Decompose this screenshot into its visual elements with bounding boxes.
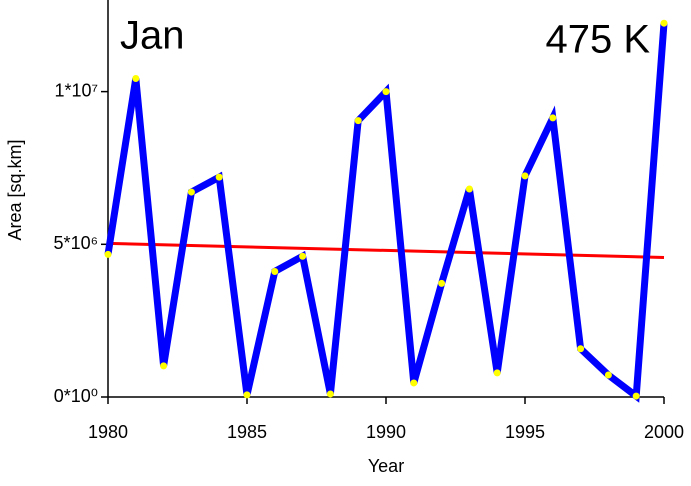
data-point — [410, 379, 418, 387]
x-tick-label: 2000 — [644, 422, 684, 442]
data-point — [215, 173, 223, 181]
series-line — [104, 22, 668, 403]
data-point — [465, 185, 473, 193]
data-point — [660, 19, 668, 27]
x-tick-label: 1990 — [366, 422, 406, 442]
data-point — [187, 188, 195, 196]
data-point — [243, 391, 251, 399]
data-point — [132, 74, 140, 82]
data-point — [604, 371, 612, 379]
data-point — [160, 362, 168, 370]
y-tick-label: 0*10⁰ — [54, 386, 98, 406]
level-label: 475 K — [545, 18, 650, 62]
month-label: Jan — [120, 14, 185, 58]
y-tick-label: 1*10⁷ — [54, 80, 98, 100]
data-point — [271, 267, 279, 275]
data-point — [632, 392, 640, 400]
data-point — [354, 117, 362, 125]
x-tick-label: 1980 — [88, 422, 128, 442]
data-point — [299, 252, 307, 260]
x-tick-label: 1995 — [505, 422, 545, 442]
data-point — [104, 250, 112, 258]
data-point — [326, 390, 334, 398]
trend-line — [107, 241, 665, 259]
data-point — [438, 279, 446, 287]
data-point — [493, 369, 501, 377]
data-point — [521, 172, 529, 180]
data-point — [577, 345, 585, 353]
y-axis-title: Area [sq.km] — [5, 139, 25, 240]
x-axis-title: Year — [368, 456, 404, 476]
y-tick-label: 5*10⁶ — [54, 233, 98, 253]
x-tick-label: 1985 — [227, 422, 267, 442]
data-point — [549, 114, 557, 122]
data-point — [382, 88, 390, 96]
